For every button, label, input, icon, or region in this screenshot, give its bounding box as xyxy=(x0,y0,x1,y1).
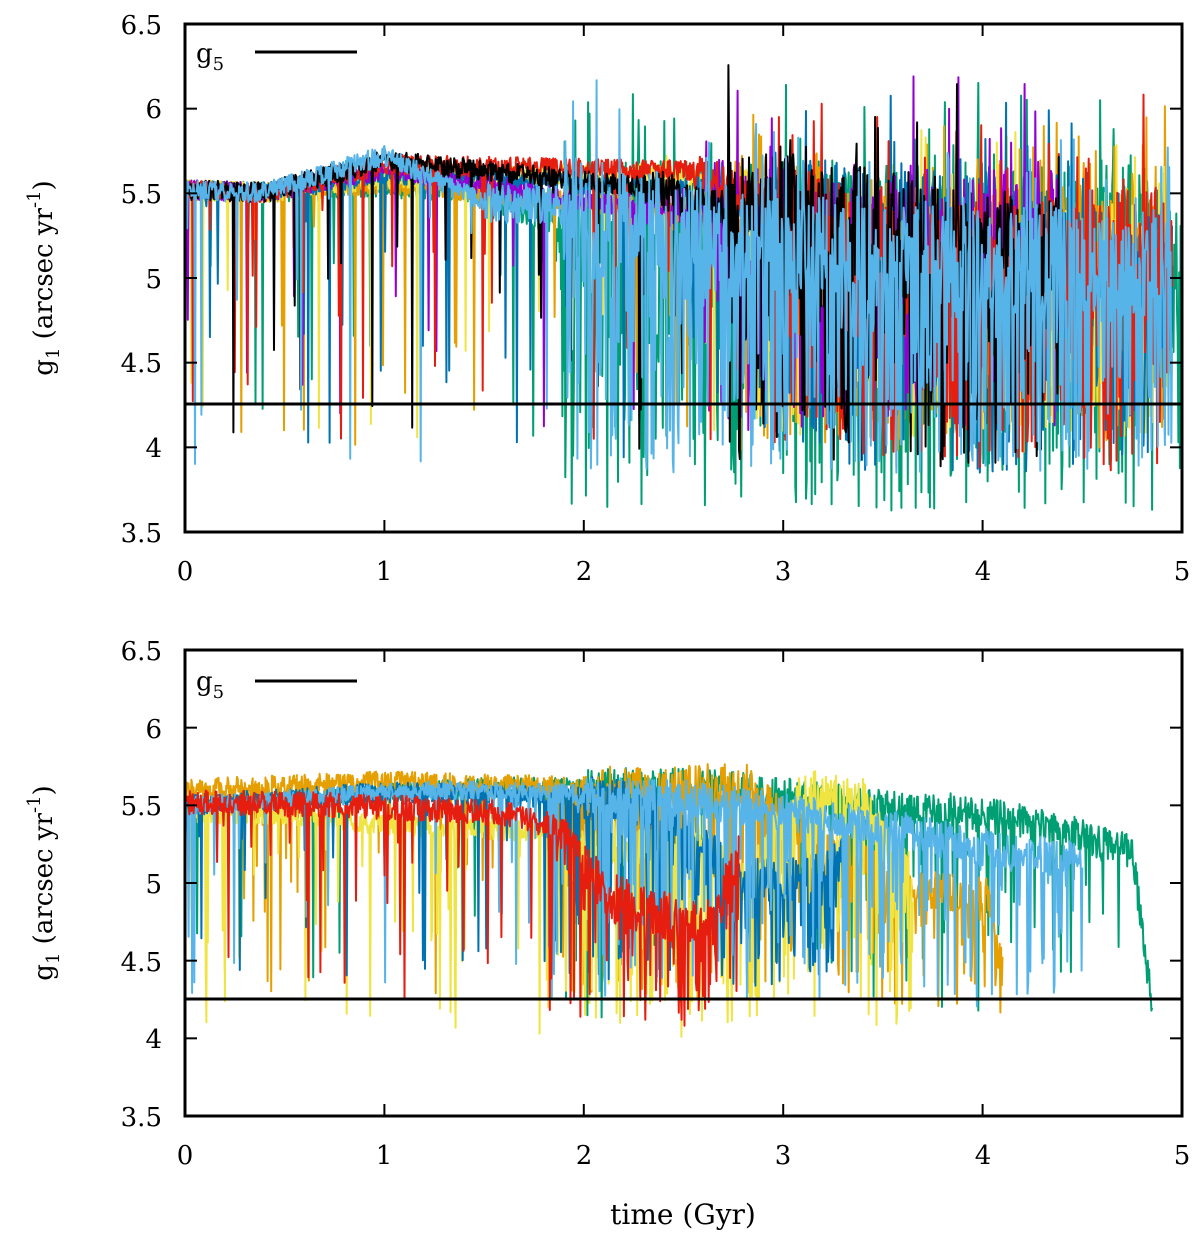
y-tick-label: 4.5 xyxy=(121,349,162,379)
x-tick-label: 2 xyxy=(576,557,593,587)
x-tick-label: 0 xyxy=(177,1141,194,1171)
series-line xyxy=(184,79,1173,474)
x-tick-label: 4 xyxy=(975,557,992,587)
x-tick-label: 2 xyxy=(576,1141,593,1171)
y-tick-label: 4 xyxy=(145,434,162,464)
tick-group xyxy=(184,23,1183,533)
tick-group xyxy=(184,649,1183,1117)
series-group xyxy=(184,64,1183,512)
x-tick-label: 5 xyxy=(1174,1141,1191,1171)
y-tick-label: 4 xyxy=(145,1025,162,1055)
y-tick-label: 3.5 xyxy=(121,1103,162,1133)
x-tick-label: 3 xyxy=(775,1141,792,1171)
x-tick-label: 3 xyxy=(775,557,792,587)
series-group xyxy=(184,763,1154,1038)
y-tick-label: 6 xyxy=(145,95,162,125)
y-tick-label: 5.5 xyxy=(121,180,162,210)
y-tick-label: 4.5 xyxy=(121,948,162,978)
y-tick-label: 5.5 xyxy=(121,792,162,822)
x-axis-label: time (Gyr) xyxy=(610,1198,756,1231)
x-tick-label: 5 xyxy=(1174,557,1191,587)
legend: g5 xyxy=(196,39,357,75)
legend-label: g5 xyxy=(196,667,224,703)
y-tick-label: 6.5 xyxy=(121,637,162,667)
series-line xyxy=(184,789,740,1027)
y-tick-label: 6.5 xyxy=(121,11,162,41)
y-axis-label: g1 (arcsec yr-1) xyxy=(24,180,64,375)
legend-label: g5 xyxy=(196,39,224,75)
chart-panel-top: 3.5 4 4.5 5 5.5 6 6.5 0 1 2 3 4 5 g1 (ar… xyxy=(24,11,1190,587)
legend: g5 xyxy=(196,667,357,703)
y-axis-label: g1 (arcsec yr-1) xyxy=(24,785,64,980)
y-tick-label: 6 xyxy=(145,715,162,745)
y-tick-label: 3.5 xyxy=(121,519,162,549)
series-line xyxy=(184,777,1084,1008)
y-tick-label: 5 xyxy=(145,870,162,900)
chart-panel-bottom: 3.5 4 4.5 5 5.5 6 6.5 0 1 2 3 4 5 g1 (ar… xyxy=(24,637,1190,1231)
x-tick-label: 4 xyxy=(975,1141,992,1171)
x-tick-label: 1 xyxy=(376,557,393,587)
x-tick-label: 0 xyxy=(177,557,194,587)
y-tick-label: 5 xyxy=(145,265,162,295)
x-tick-label: 1 xyxy=(376,1141,393,1171)
